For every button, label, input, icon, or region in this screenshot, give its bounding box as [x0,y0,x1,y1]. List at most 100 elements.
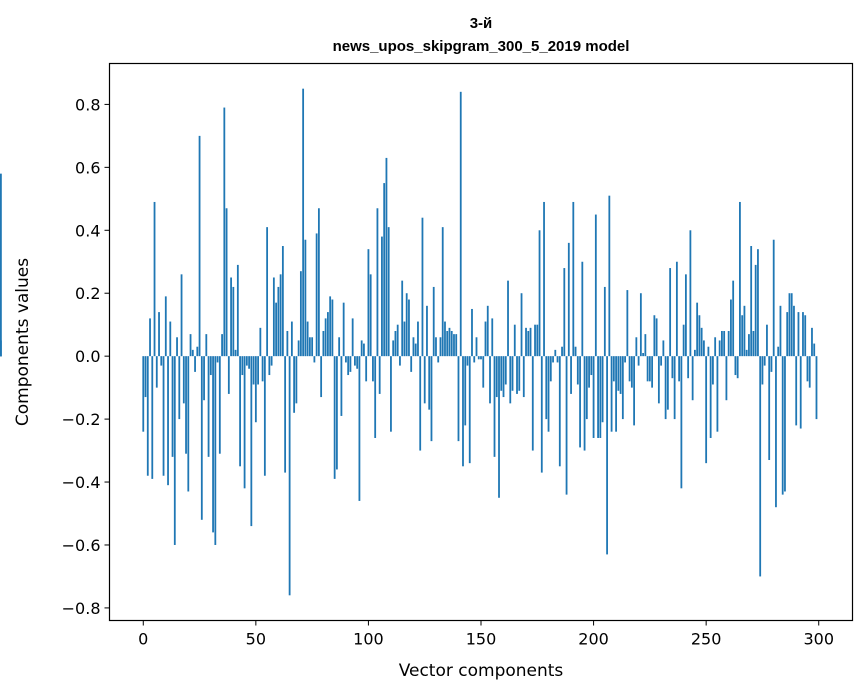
bar-30 [209,356,212,376]
bar-135 [446,330,449,357]
bar-10 [164,296,167,357]
bar-180 [547,356,550,432]
bar-120 [412,337,415,357]
bar-64 [286,330,289,357]
bar-168 [520,293,523,357]
bar-247 [698,315,701,357]
bar-45 [243,356,246,489]
bar-264 [736,356,739,379]
bar-230 [660,356,663,366]
bar-288 [790,293,793,357]
bar-289 [793,305,795,357]
bar-199 [590,356,593,376]
bars [0,88,818,596]
bar-234 [669,268,672,357]
bar-215 [626,290,629,357]
bar-221 [639,293,642,357]
bar-220 [637,356,640,366]
bar-187 [563,268,566,357]
bar-277 [766,324,768,357]
bar-73 [306,321,309,357]
bar-169 [522,356,525,398]
bar-29 [207,356,210,457]
bar-263 [734,356,737,376]
bar-88 [340,356,343,416]
bar-193 [576,356,579,385]
bar-52 [259,327,262,357]
bar-267 [743,305,746,357]
bar-177 [540,356,543,473]
bar-240 [682,324,685,357]
bar-161 [504,356,507,385]
bar-197 [585,356,588,420]
y-axis-label: Components values [13,258,33,426]
bar-12 [169,321,172,357]
bar-292 [799,356,802,429]
bar-205 [603,286,606,357]
bar-270 [750,246,753,357]
bar-266 [741,315,744,357]
bar-50 [254,356,257,423]
bar-253 [712,356,714,385]
bar-140 [457,356,460,442]
bar-25 [198,135,201,357]
bar-3 [149,318,151,357]
bar-143 [464,356,467,426]
bar-285 [784,356,786,492]
bar-27 [203,356,205,401]
bar-196 [583,356,586,451]
bar-194 [579,356,581,448]
bar-276 [763,356,766,366]
bar-55 [266,227,269,357]
bar-299 [815,356,818,420]
bar-248 [700,327,703,357]
bar-184 [556,356,559,363]
bar-71 [302,88,305,357]
bar-35 [221,334,223,357]
bar-103 [374,356,377,438]
x-tick-label-0: 0 [138,630,148,649]
bar-130 [435,337,437,357]
bar-53 [261,356,264,382]
bar-41 [234,349,237,357]
bar-170 [525,327,527,357]
bar-84 [331,299,334,357]
bar-20 [187,356,190,492]
y-tick-label-5: −0.2 [62,410,101,429]
bar-131 [437,356,440,363]
bar-237 [675,261,678,357]
y-tick-label-0: 0.8 [75,95,100,114]
x-tick-label-2: 100 [353,630,384,649]
bar-21 [189,334,192,357]
bar-89 [342,302,345,357]
bar-99 [365,356,368,382]
bar-243 [689,230,692,357]
bar-153 [486,305,489,357]
bar-8 [160,356,163,366]
x-axis-label: Vector components [399,661,564,681]
bar-49 [252,356,255,385]
bar-138 [453,334,455,357]
bar-167 [518,356,521,391]
bar-9 [162,356,165,476]
bar-244 [691,356,694,401]
x-tick-label-5: 250 [691,630,722,649]
bar-129 [432,286,435,357]
bar-107 [383,183,386,357]
bar-147 [473,356,476,363]
y-tick-label-1: 0.6 [75,158,100,177]
bar-178 [543,201,545,357]
bar-109 [387,227,390,357]
bar-275 [761,356,764,385]
bar-226 [651,356,654,388]
bar-195 [581,261,584,357]
bar-2 [146,356,149,476]
bar-6 [155,356,158,388]
bar-279 [770,356,773,372]
bar-78 [317,208,320,357]
bar-294 [804,315,807,357]
bar-284 [781,356,784,495]
bar-132 [439,337,442,357]
bar-181 [549,356,552,382]
bar-15 [176,337,178,357]
